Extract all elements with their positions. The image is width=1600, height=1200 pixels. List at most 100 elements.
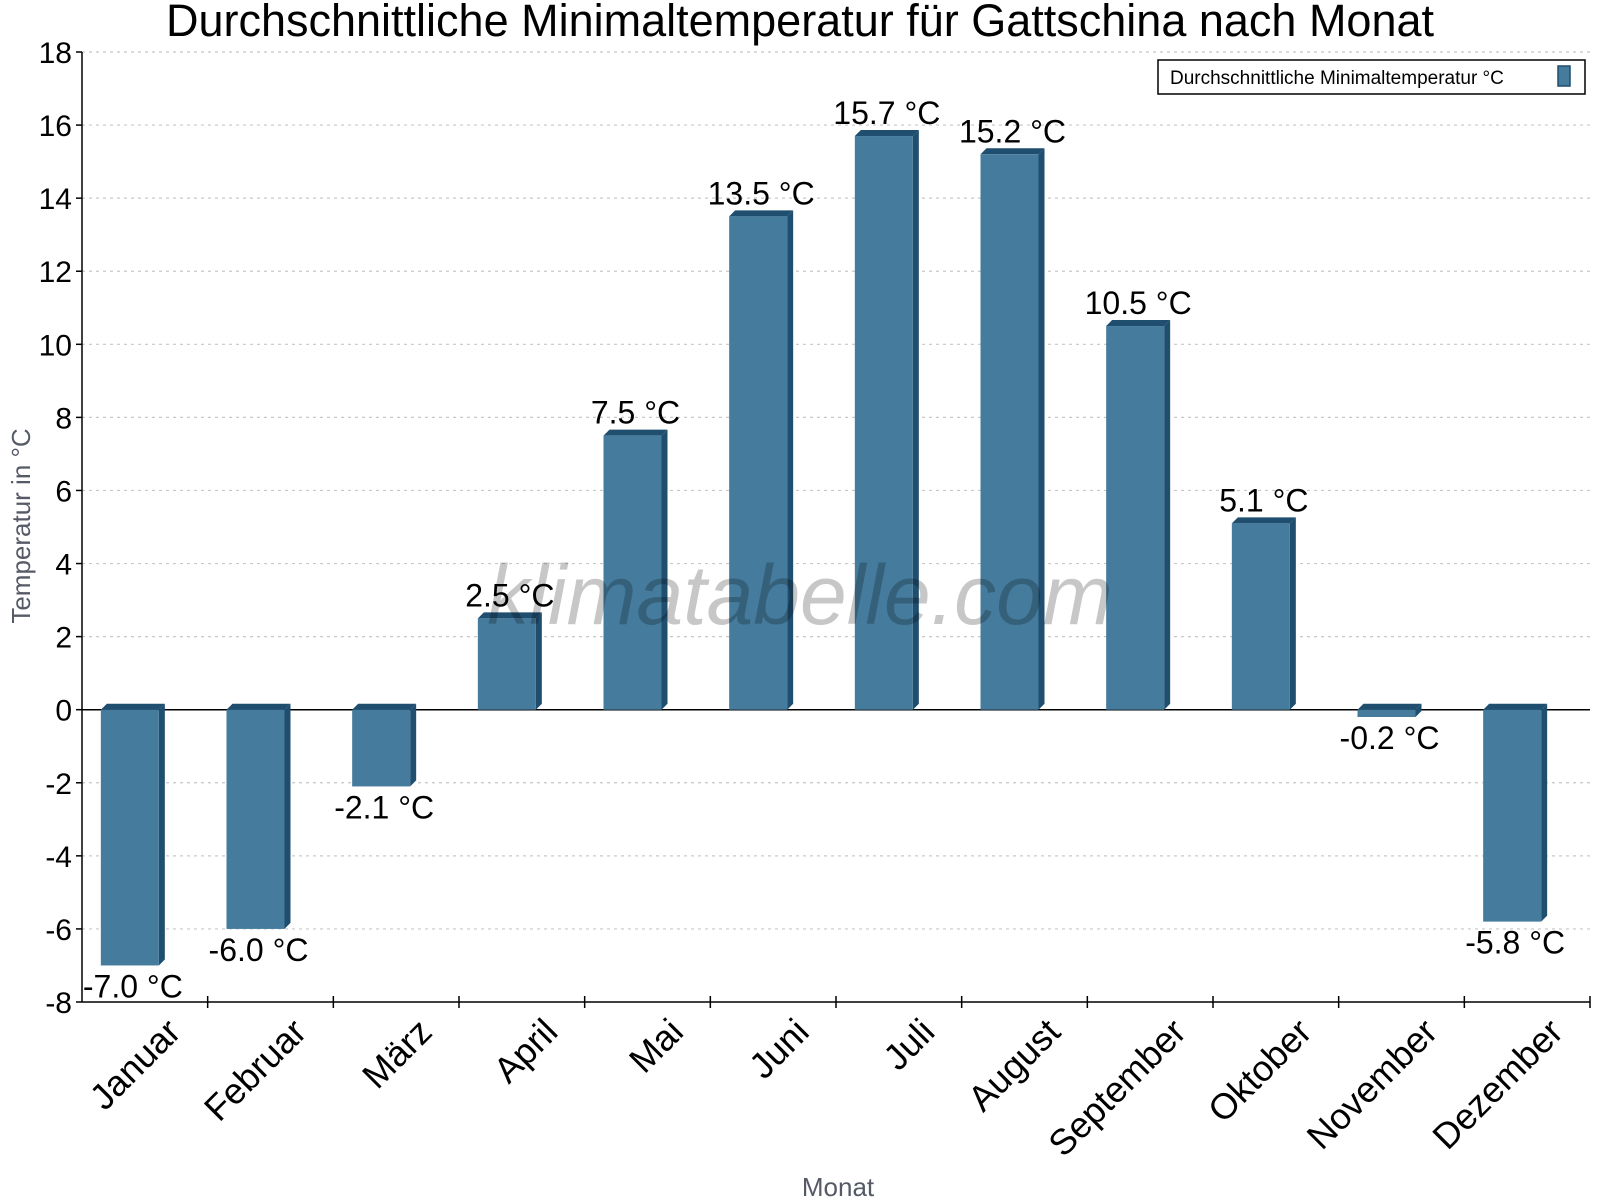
y-axis-title: Temperatur in °C (6, 428, 36, 623)
y-tick-label: 18 (39, 37, 72, 70)
x-tick-label: Juni (741, 1011, 817, 1087)
y-tick-label: -4 (45, 841, 72, 874)
y-tick-label: -6 (45, 914, 72, 947)
x-tick-label: Mai (621, 1011, 691, 1081)
data-label: -7.0 °C (83, 968, 183, 1004)
x-tick-label: April (485, 1011, 565, 1091)
data-label: -2.1 °C (334, 789, 434, 825)
bar (352, 703, 417, 787)
bar-side (661, 429, 668, 710)
data-label: 10.5 °C (1085, 285, 1192, 321)
x-axis-ticks: Januar Februar März April Mai Juni Juli AugustS… (81, 996, 1591, 1165)
bar-top (477, 612, 542, 619)
bar (226, 703, 291, 929)
bar-side (912, 130, 919, 710)
bar-side (158, 703, 165, 966)
legend-swatch (1557, 65, 1571, 87)
bar (1231, 517, 1296, 710)
bar-top (729, 210, 794, 217)
bar-top (980, 148, 1045, 155)
bar (1357, 703, 1422, 717)
bars (100, 130, 1548, 966)
data-label: 5.1 °C (1219, 482, 1308, 518)
x-tick-label: August (960, 1011, 1068, 1119)
data-label: 7.5 °C (591, 395, 680, 431)
bar-top (226, 703, 291, 710)
y-tick-label: 12 (39, 256, 72, 289)
bar-side (1415, 703, 1422, 717)
y-axis-ticks: 18 16 14 12 10 8 6 4 2 0 -2 -4 -6 -8 (39, 37, 82, 1020)
bar-front (980, 154, 1039, 710)
bar-front (1357, 709, 1416, 717)
bar-front (100, 709, 159, 966)
bar (1106, 320, 1171, 710)
y-tick-label: 0 (55, 695, 72, 728)
bar-top (1357, 703, 1422, 710)
x-tick-label: September (1040, 1011, 1194, 1165)
legend-box (1157, 59, 1586, 95)
y-tick-label: 16 (39, 110, 72, 143)
bar-front (226, 709, 285, 929)
y-tick-label: 4 (55, 549, 72, 582)
bar-side (1038, 148, 1045, 710)
legend-entry-label: Durchschnittliche Minimaltemperatur °C (1170, 68, 1504, 89)
bar-front (1483, 709, 1542, 922)
bar-front (603, 435, 662, 710)
y-tick-label: -8 (45, 987, 72, 1020)
bar-front (1231, 523, 1290, 710)
axes (81, 52, 1590, 1003)
y-tick-label: 10 (39, 329, 72, 362)
data-label: -6.0 °C (209, 932, 309, 968)
bar-top (352, 703, 417, 710)
bar-side (787, 210, 794, 710)
data-labels: -7.0 °C -6.0 °C -2.1 °C 2.5 °C 7.5 °C 13.5 °C… (83, 95, 1565, 1004)
bar (980, 148, 1045, 710)
y-tick-label: 8 (55, 402, 72, 435)
bar-side (284, 703, 291, 929)
x-tick-label: Januar (81, 1011, 188, 1118)
bar-front (352, 709, 411, 787)
bar-front (729, 216, 788, 710)
bar-front (1106, 326, 1165, 710)
x-tick-label: Juli (875, 1011, 942, 1078)
bar-side (410, 703, 417, 787)
bar-side (1541, 703, 1548, 922)
bar-top (1231, 517, 1296, 524)
grid-lines (82, 51, 1590, 930)
bar-side (535, 612, 542, 710)
bar-side (1164, 320, 1171, 710)
bar-top (1106, 320, 1171, 327)
x-tick-label: Oktober (1200, 1011, 1320, 1131)
bar-top (1483, 703, 1548, 710)
data-label: 15.7 °C (833, 95, 940, 131)
bar (603, 429, 668, 710)
data-label: -5.8 °C (1465, 925, 1565, 961)
bar (729, 210, 794, 710)
bar-front (477, 618, 536, 710)
y-tick-label: 14 (39, 183, 72, 216)
data-label: -0.2 °C (1340, 720, 1440, 756)
watermark: klimatabelle.com (487, 548, 1113, 642)
bar (854, 130, 919, 710)
x-axis-title: Monat (802, 1172, 875, 1200)
x-tick-label: Dezember (1424, 1011, 1570, 1157)
bar (100, 703, 165, 966)
data-label: 13.5 °C (708, 175, 815, 211)
y-tick-label: 6 (55, 475, 72, 508)
x-tick-label: November (1299, 1011, 1445, 1157)
y-tick-label: 2 (55, 622, 72, 655)
bar-top (854, 130, 919, 137)
bar (477, 612, 542, 710)
x-tick-label: März (354, 1011, 440, 1097)
data-label: 15.2 °C (959, 113, 1066, 149)
legend: Durchschnittliche Minimaltemperatur °C (1157, 59, 1586, 95)
chart-title: Durchschnittliche Minimaltemperatur für … (166, 0, 1435, 46)
bar-side (1289, 517, 1296, 710)
y-tick-label: -2 (45, 768, 72, 801)
data-label: 2.5 °C (465, 577, 554, 613)
bar-top (100, 703, 165, 710)
bar (1483, 703, 1548, 922)
x-tick-label: Februar (196, 1011, 314, 1129)
bar-top (603, 429, 668, 436)
